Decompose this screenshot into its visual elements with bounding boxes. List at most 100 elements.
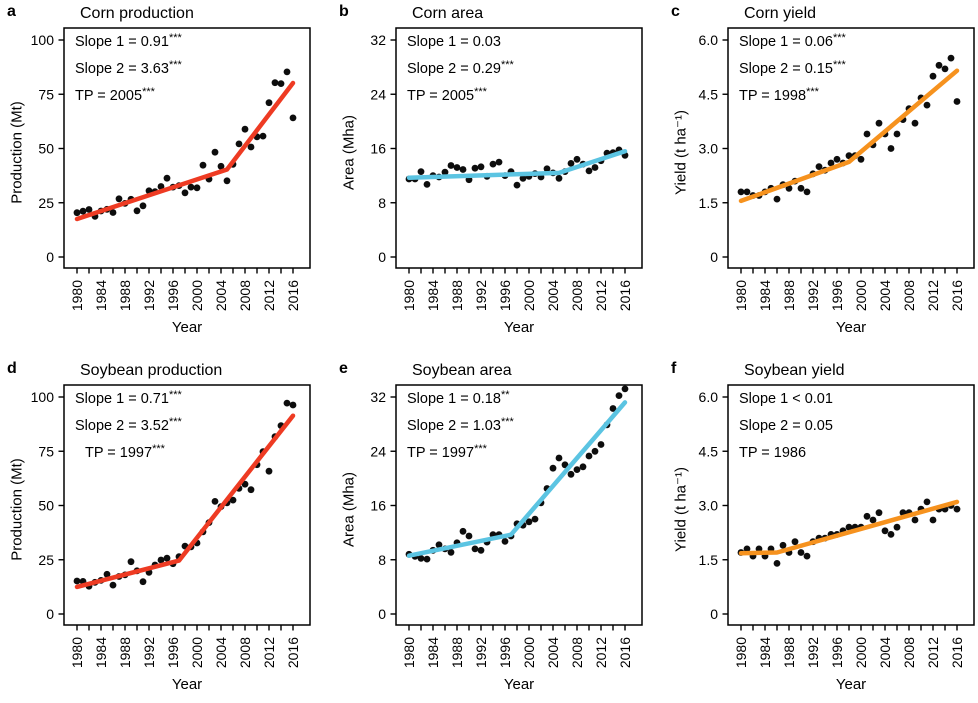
x-axis-label: Year: [835, 319, 867, 336]
data-point: [573, 155, 581, 163]
panel-d-plot: 0 25 50 75 100 1980 1984 1988 1992 1996 2000 2004 20…: [31, 384, 311, 668]
data-point: [597, 441, 605, 448]
panel-title: Corn yield: [744, 5, 817, 22]
trend-line: [74, 413, 296, 590]
data-point: [157, 556, 165, 564]
x-tick-label: 1996: [829, 637, 845, 668]
data-point: [489, 160, 497, 168]
y-axis: 0 8 16 24 32: [370, 389, 396, 622]
significance-stars: ***: [169, 32, 183, 44]
data-point: [543, 165, 551, 173]
data-point: [471, 545, 479, 553]
data-point: [157, 183, 165, 190]
data-point: [193, 184, 201, 192]
data-point: [471, 164, 479, 172]
data-point: [555, 174, 563, 182]
x-axis: 1980 1984 1988 1992 1996 2000 2004 2008 2012 2016: [69, 625, 301, 668]
data-point: [519, 174, 527, 182]
panel-title: Soybean production: [80, 362, 223, 379]
y-tick-label: 0: [710, 249, 718, 265]
y-tick-label: 0: [46, 249, 54, 265]
y-tick-label: 25: [38, 552, 54, 568]
data-point: [567, 470, 575, 478]
x-tick-label: 2000: [853, 280, 869, 311]
x-tick-label: 1984: [757, 280, 773, 311]
data-point: [241, 125, 249, 133]
data-point: [441, 168, 449, 176]
x-tick-label: 1980: [733, 637, 749, 668]
data-point: [737, 188, 745, 196]
data-point: [447, 548, 455, 556]
annotations: Slope 1 = 0.03 Slope 2 = 0.29*** TP = 2005…: [407, 34, 514, 104]
x-tick-label: 2016: [617, 637, 633, 668]
data-point: [609, 405, 617, 412]
data-point: [423, 181, 431, 188]
significance-stars: ***: [169, 416, 183, 428]
data-point: [495, 158, 503, 166]
x-tick-label: 1980: [401, 637, 417, 668]
data-point: [929, 516, 937, 524]
annotation-text: Slope 2 = 0.15***: [739, 59, 846, 77]
y-tick-label: 0: [378, 606, 386, 622]
data-point: [217, 162, 225, 170]
x-tick-label: 2008: [569, 637, 585, 668]
data-point: [911, 119, 919, 127]
annotations: Slope 1 = 0.71*** Slope 2 = 3.52*** TP = 1…: [75, 389, 182, 461]
scatter-points: [405, 385, 629, 563]
x-tick-label: 2008: [901, 637, 917, 668]
significance-stars: ***: [474, 443, 488, 455]
data-point: [911, 516, 919, 524]
x-axis: 1980 1984 1988 1992 1996 2000 2004 2008 2012 2016: [733, 625, 965, 668]
data-point: [815, 163, 823, 171]
data-point: [277, 80, 285, 87]
significance-stars: ***: [142, 86, 156, 98]
panel-e-plot: 0 8 16 24 32 1980 1984 1988 1992 1996 2000 2004 2008…: [370, 384, 643, 668]
data-point: [453, 164, 461, 171]
data-point: [803, 188, 811, 196]
x-tick-label: 2000: [521, 280, 537, 311]
panel-letter: e: [339, 360, 348, 377]
x-axis-label: Year: [503, 676, 535, 693]
y-tick-label: 0: [710, 606, 718, 622]
data-point: [85, 206, 93, 213]
data-point: [417, 555, 425, 562]
data-point: [283, 399, 291, 407]
data-point: [133, 207, 141, 215]
data-point: [941, 65, 949, 73]
data-point: [621, 385, 629, 393]
data-point: [561, 461, 569, 469]
data-point: [797, 184, 805, 192]
significance-stars: ***: [833, 32, 847, 44]
x-tick-label: 2016: [285, 637, 301, 668]
y-tick-label: 100: [31, 32, 55, 48]
data-point: [567, 160, 575, 167]
data-point: [211, 498, 219, 505]
y-tick-label: 4.5: [699, 443, 719, 459]
data-point: [223, 177, 231, 185]
y-tick-label: 3.0: [699, 141, 719, 157]
data-point: [115, 195, 123, 203]
data-point: [79, 207, 87, 215]
x-tick-label: 2000: [189, 637, 205, 668]
data-point: [501, 538, 509, 545]
x-tick-label: 2004: [877, 280, 893, 311]
y-tick-label: 32: [370, 32, 386, 48]
data-point: [163, 554, 171, 562]
data-point: [109, 581, 117, 589]
data-point: [803, 552, 811, 560]
x-tick-label: 2016: [285, 280, 301, 311]
data-point: [459, 527, 467, 535]
data-point: [953, 505, 961, 513]
data-point: [181, 189, 189, 197]
data-point: [743, 188, 751, 196]
x-tick-label: 1980: [401, 280, 417, 311]
y-tick-label: 16: [370, 498, 386, 514]
data-point: [73, 209, 81, 217]
data-point: [109, 209, 117, 216]
x-tick-label: 1992: [141, 637, 157, 668]
annotation-text: TP = 2005***: [75, 86, 156, 104]
annotation-text: Slope 2 = 0.29***: [407, 59, 514, 77]
significance-stars: ***: [806, 86, 820, 98]
data-point: [199, 161, 207, 169]
